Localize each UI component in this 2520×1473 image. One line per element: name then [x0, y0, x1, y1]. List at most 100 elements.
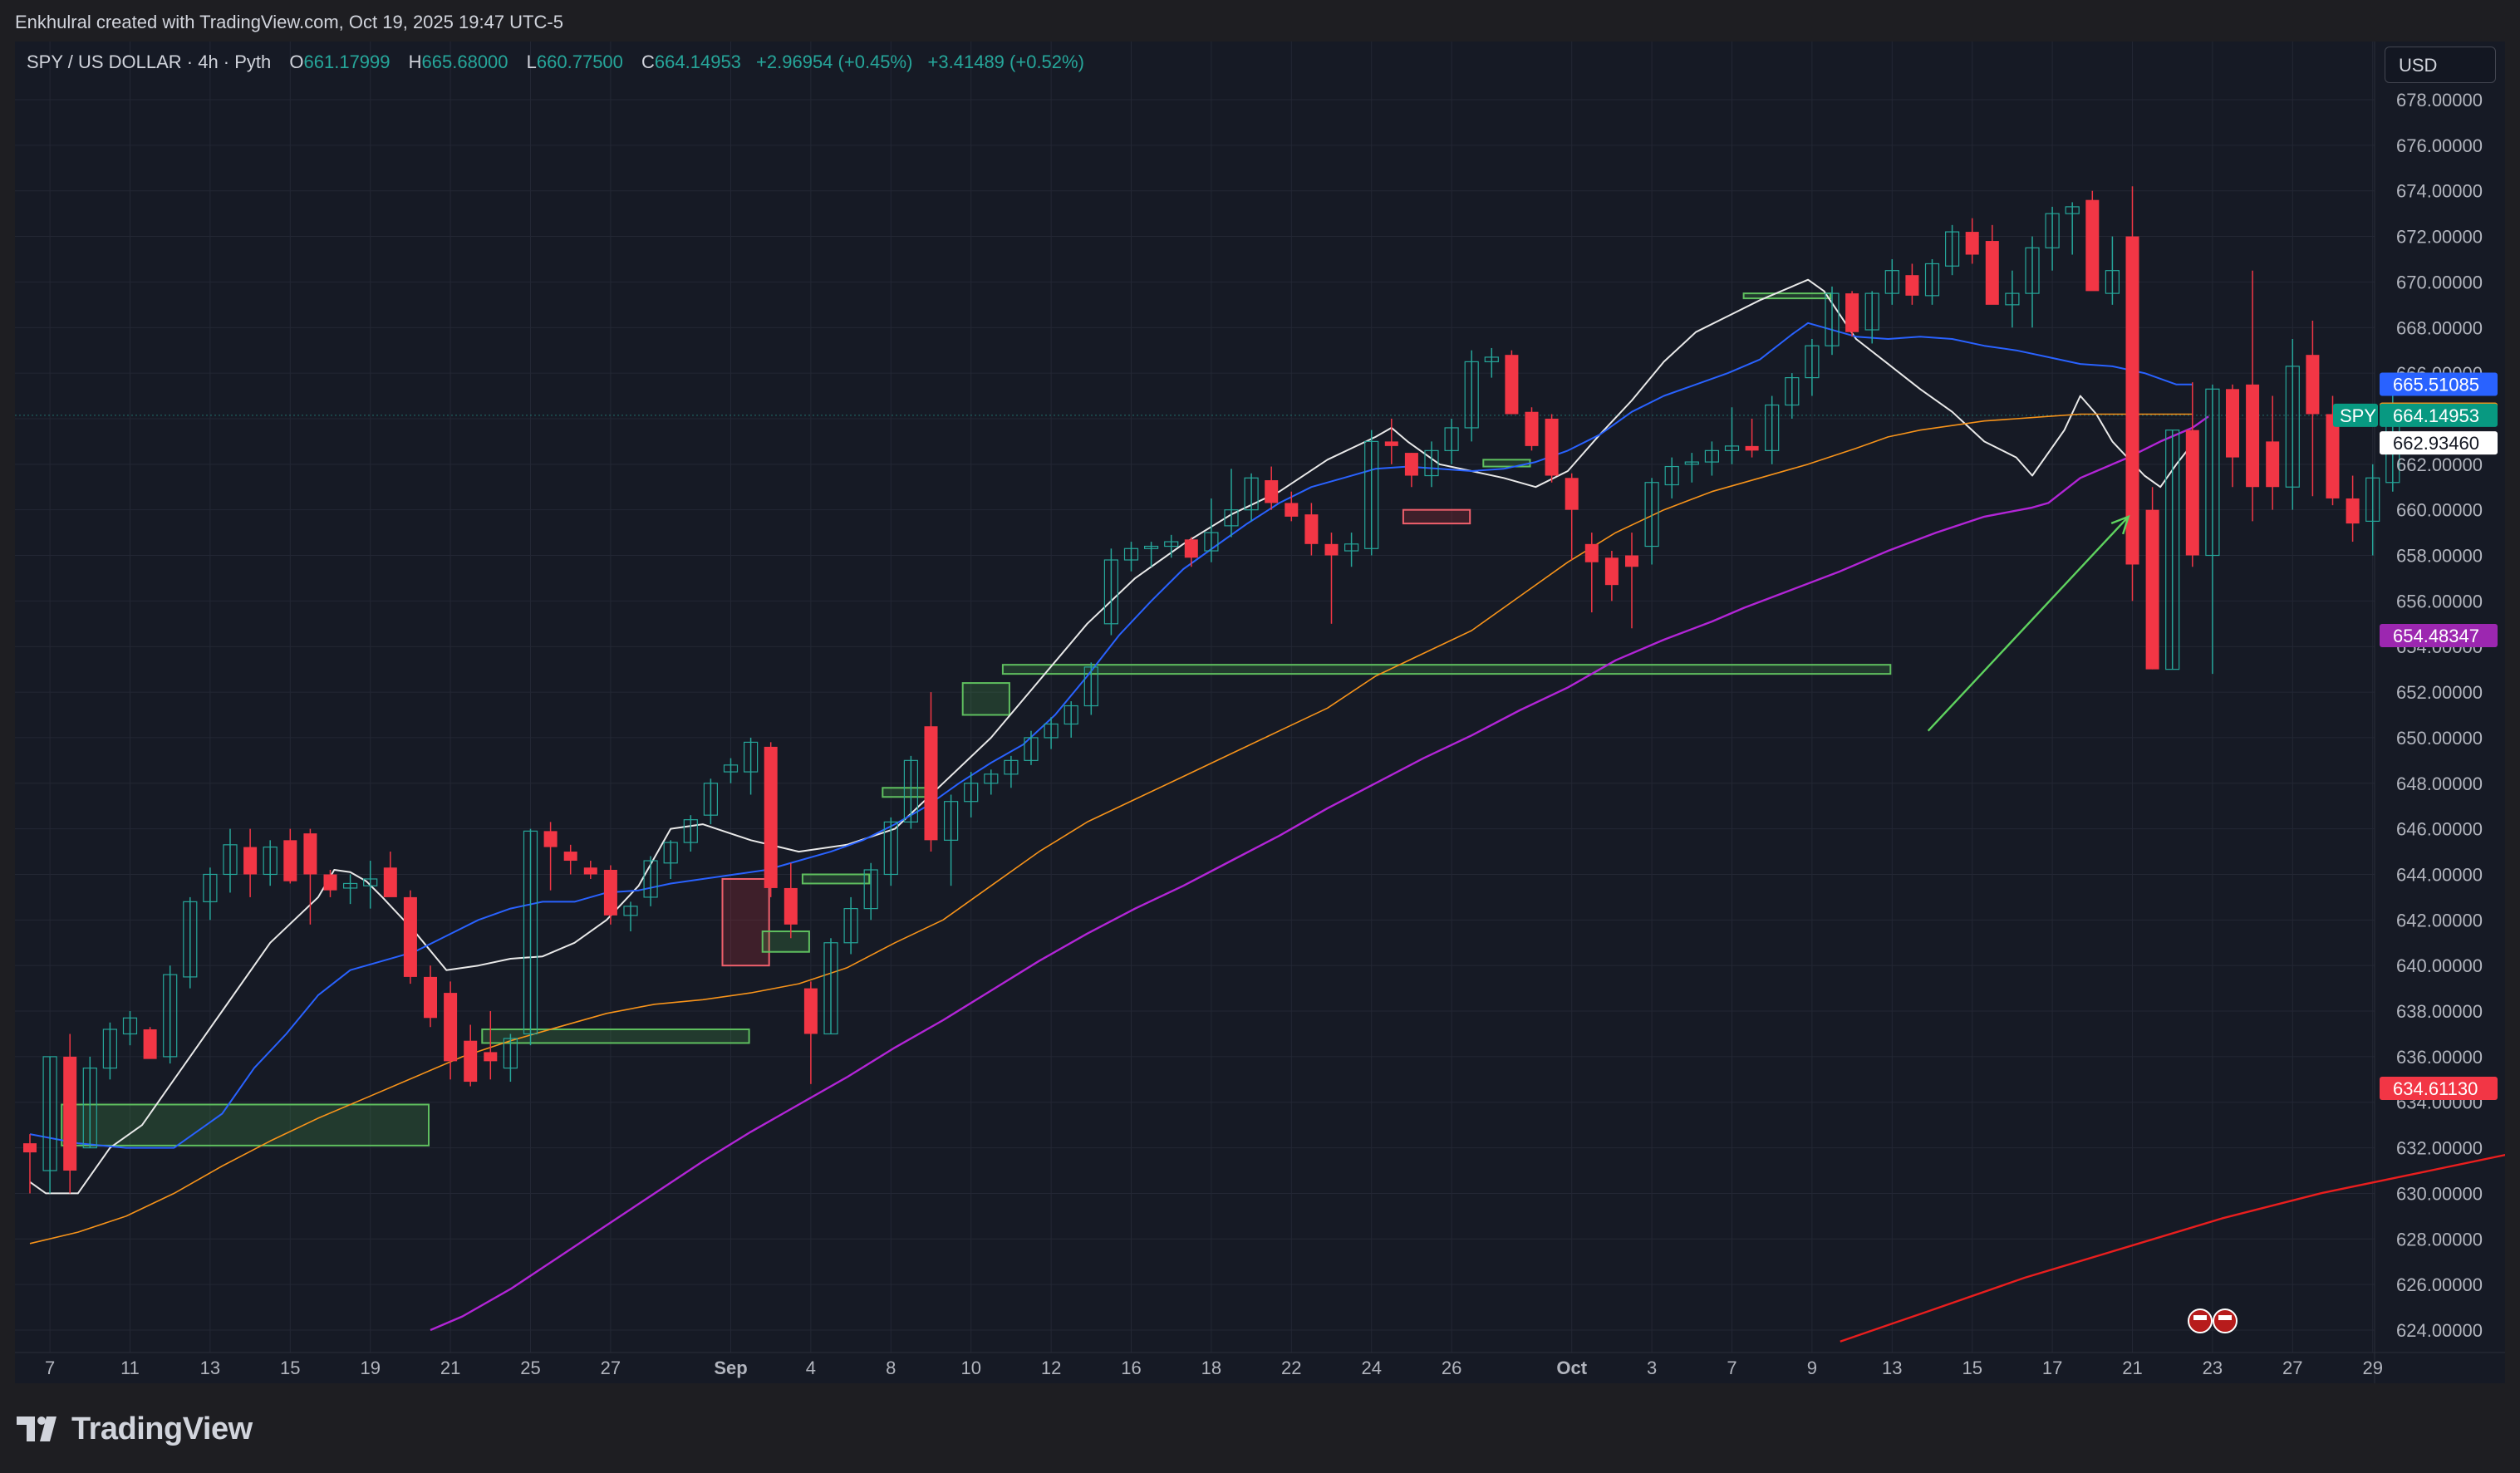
- candle-down[interactable]: [1404, 453, 1418, 476]
- candle-down[interactable]: [444, 993, 458, 1062]
- candle-up[interactable]: [1704, 449, 1720, 463]
- candle-up[interactable]: [1805, 345, 1820, 379]
- candle-up[interactable]: [1724, 445, 1740, 451]
- candle-up[interactable]: [984, 773, 999, 784]
- candle-up[interactable]: [2065, 206, 2080, 214]
- candle-down[interactable]: [1604, 557, 1619, 586]
- candle-up[interactable]: [1444, 427, 1459, 451]
- candle-up[interactable]: [1684, 461, 1699, 465]
- candle-down[interactable]: [424, 976, 437, 1019]
- candle-down[interactable]: [23, 1143, 37, 1153]
- candle-down[interactable]: [303, 833, 317, 875]
- candle-down[interactable]: [1745, 445, 1759, 451]
- candle-up[interactable]: [363, 878, 378, 886]
- candle-down[interactable]: [1304, 514, 1319, 544]
- candle-up[interactable]: [1143, 545, 1159, 549]
- candle-up[interactable]: [163, 974, 178, 1058]
- candle-up[interactable]: [683, 819, 698, 843]
- candle-down[interactable]: [2246, 384, 2260, 488]
- supply-zone[interactable]: [721, 877, 770, 967]
- candle-down[interactable]: [1905, 275, 1919, 296]
- candle-up[interactable]: [903, 759, 919, 823]
- candle-up[interactable]: [1424, 449, 1439, 477]
- demand-zone[interactable]: [1001, 664, 1892, 675]
- candle-down[interactable]: [1285, 503, 1299, 517]
- candle-up[interactable]: [823, 942, 838, 1035]
- candle-down[interactable]: [143, 1029, 157, 1059]
- economic-event-icon[interactable]: [2188, 1309, 2213, 1333]
- candle-down[interactable]: [1545, 418, 1559, 476]
- candle-up[interactable]: [1204, 532, 1219, 552]
- candle-up[interactable]: [2105, 270, 2120, 294]
- candle-up[interactable]: [102, 1029, 118, 1069]
- candle-up[interactable]: [743, 741, 759, 773]
- demand-zone[interactable]: [961, 682, 1010, 716]
- candle-up[interactable]: [964, 783, 979, 803]
- candle-down[interactable]: [323, 874, 337, 891]
- candle-up[interactable]: [663, 842, 678, 864]
- candle-down[interactable]: [1965, 232, 1979, 255]
- candle-up[interactable]: [2165, 430, 2180, 670]
- candle-down[interactable]: [1324, 543, 1339, 556]
- chart-pane[interactable]: 678.00000 676.00000 674.00000 672.00000 670.…: [15, 42, 2505, 1383]
- candle-down[interactable]: [1625, 555, 1638, 567]
- candle-down[interactable]: [2306, 355, 2320, 415]
- candle-up[interactable]: [122, 1017, 138, 1035]
- candle-up[interactable]: [1024, 737, 1039, 761]
- candle-down[interactable]: [784, 887, 798, 925]
- candle-down[interactable]: [2085, 199, 2100, 292]
- candle-down[interactable]: [1184, 539, 1198, 558]
- candle-up[interactable]: [183, 901, 198, 978]
- candle-up[interactable]: [1224, 509, 1239, 527]
- demand-zone[interactable]: [801, 873, 871, 885]
- candle-up[interactable]: [643, 860, 658, 898]
- candle-up[interactable]: [2365, 477, 2380, 522]
- candle-up[interactable]: [1064, 705, 1078, 725]
- candle-down[interactable]: [2346, 498, 2360, 524]
- candle-up[interactable]: [1044, 723, 1059, 739]
- candle-up[interactable]: [863, 869, 878, 910]
- candle-down[interactable]: [243, 847, 258, 875]
- demand-zone[interactable]: [882, 787, 931, 798]
- candle-down[interactable]: [603, 869, 617, 916]
- candle-down[interactable]: [1985, 241, 1999, 305]
- demand-zone[interactable]: [481, 1028, 750, 1044]
- candle-up[interactable]: [1464, 361, 1479, 429]
- tradingview-logo[interactable]: TradingView: [17, 1411, 253, 1447]
- candle-up[interactable]: [2045, 213, 2060, 248]
- candle-up[interactable]: [1344, 543, 1359, 552]
- candle-up[interactable]: [1103, 559, 1119, 625]
- candle-up[interactable]: [1123, 547, 1139, 561]
- candle-down[interactable]: [2145, 509, 2159, 670]
- candle-up[interactable]: [1864, 292, 1879, 331]
- candle-down[interactable]: [1525, 411, 1539, 446]
- candle-up[interactable]: [943, 801, 959, 841]
- candle-up[interactable]: [503, 1038, 518, 1069]
- candle-up[interactable]: [1785, 376, 1800, 406]
- economic-event-icon[interactable]: [2213, 1309, 2238, 1333]
- candle-down[interactable]: [383, 867, 397, 897]
- candle-down[interactable]: [583, 867, 597, 875]
- candle-down[interactable]: [1584, 543, 1599, 562]
- candle-down[interactable]: [1505, 355, 1519, 415]
- candle-down[interactable]: [2226, 389, 2239, 458]
- candle-up[interactable]: [623, 906, 638, 916]
- candle-up[interactable]: [523, 830, 538, 1035]
- candle-up[interactable]: [1083, 666, 1098, 707]
- candle-down[interactable]: [464, 1040, 478, 1083]
- candle-down[interactable]: [1565, 478, 1579, 510]
- candle-up[interactable]: [42, 1056, 57, 1171]
- candle-up[interactable]: [2285, 366, 2300, 488]
- demand-zone[interactable]: [61, 1103, 430, 1146]
- candle-up[interactable]: [883, 821, 898, 876]
- trend-arrow[interactable]: [1927, 516, 2129, 732]
- candle-down[interactable]: [1384, 441, 1398, 446]
- candle-down[interactable]: [543, 831, 558, 847]
- candle-down[interactable]: [924, 726, 938, 841]
- candle-up[interactable]: [1884, 270, 1899, 294]
- candle-up[interactable]: [1924, 263, 1940, 297]
- candle-up[interactable]: [1825, 292, 1840, 346]
- candle-up[interactable]: [2005, 292, 2020, 306]
- candle-up[interactable]: [1004, 759, 1019, 775]
- candle-up[interactable]: [1644, 482, 1659, 547]
